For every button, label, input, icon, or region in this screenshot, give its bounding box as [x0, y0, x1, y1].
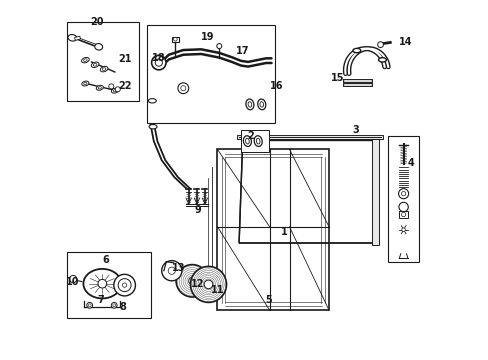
Ellipse shape	[260, 102, 263, 107]
Ellipse shape	[257, 99, 265, 110]
Bar	[147, 25, 275, 123]
Circle shape	[88, 304, 91, 307]
Text: 4: 4	[407, 158, 413, 168]
Circle shape	[151, 55, 166, 70]
Text: 8: 8	[120, 302, 126, 312]
Ellipse shape	[245, 138, 249, 144]
Text: 13: 13	[171, 263, 185, 273]
Ellipse shape	[149, 125, 157, 129]
Circle shape	[122, 283, 126, 287]
Circle shape	[114, 274, 135, 296]
Circle shape	[188, 277, 196, 284]
Text: 5: 5	[264, 294, 271, 305]
Circle shape	[401, 228, 405, 231]
Text: 11: 11	[211, 285, 224, 295]
Circle shape	[111, 302, 117, 308]
Circle shape	[155, 59, 162, 66]
Text: 2: 2	[247, 131, 254, 141]
Circle shape	[401, 192, 405, 196]
Text: 1: 1	[280, 227, 286, 237]
Text: 6: 6	[102, 255, 109, 265]
Circle shape	[204, 280, 212, 289]
Circle shape	[69, 275, 77, 283]
Circle shape	[87, 302, 92, 308]
Bar	[74, 36, 81, 40]
Circle shape	[113, 304, 115, 307]
Circle shape	[98, 279, 106, 288]
Ellipse shape	[81, 57, 89, 63]
Ellipse shape	[83, 269, 121, 298]
Ellipse shape	[148, 99, 156, 103]
Circle shape	[377, 42, 383, 48]
Text: 22: 22	[118, 81, 131, 91]
Bar	[217, 149, 328, 310]
Circle shape	[178, 83, 188, 94]
Circle shape	[108, 84, 114, 89]
Circle shape	[181, 86, 185, 91]
Text: 12: 12	[191, 279, 204, 289]
Text: 17: 17	[235, 46, 248, 56]
Ellipse shape	[352, 48, 360, 53]
Text: 18: 18	[152, 53, 166, 63]
Ellipse shape	[247, 102, 251, 107]
Ellipse shape	[254, 136, 262, 147]
Text: 7: 7	[97, 294, 103, 305]
Circle shape	[168, 267, 175, 274]
Ellipse shape	[245, 99, 253, 110]
Ellipse shape	[243, 136, 251, 147]
Ellipse shape	[81, 81, 89, 86]
Bar	[67, 22, 139, 101]
Text: 10: 10	[65, 276, 79, 287]
Ellipse shape	[91, 62, 99, 68]
Bar	[67, 252, 151, 318]
Ellipse shape	[256, 138, 260, 144]
Text: 19: 19	[200, 32, 214, 42]
Text: 3: 3	[352, 125, 359, 135]
Text: 15: 15	[330, 73, 344, 84]
Circle shape	[162, 261, 182, 281]
Ellipse shape	[111, 88, 118, 93]
Ellipse shape	[93, 63, 97, 66]
Ellipse shape	[98, 87, 101, 89]
Text: 21: 21	[118, 54, 131, 64]
Ellipse shape	[83, 82, 87, 85]
Circle shape	[118, 279, 131, 292]
Text: 20: 20	[90, 17, 103, 27]
Ellipse shape	[102, 68, 105, 71]
Circle shape	[398, 202, 407, 212]
Bar	[240, 130, 268, 152]
Text: 16: 16	[269, 81, 283, 91]
Ellipse shape	[113, 90, 116, 92]
Ellipse shape	[95, 44, 102, 50]
Ellipse shape	[68, 35, 77, 41]
Ellipse shape	[96, 85, 103, 90]
Circle shape	[115, 87, 120, 92]
Circle shape	[398, 189, 408, 199]
Circle shape	[190, 266, 226, 302]
Ellipse shape	[378, 58, 386, 62]
Polygon shape	[239, 140, 377, 243]
Bar	[387, 136, 419, 262]
Ellipse shape	[83, 59, 87, 62]
Bar	[171, 37, 179, 42]
Circle shape	[401, 212, 405, 217]
Bar	[371, 139, 378, 245]
Circle shape	[176, 265, 208, 297]
Ellipse shape	[100, 66, 108, 72]
Circle shape	[173, 37, 177, 41]
Circle shape	[216, 44, 222, 49]
Bar	[398, 211, 407, 218]
Text: 9: 9	[194, 204, 201, 215]
Text: 14: 14	[399, 37, 412, 48]
